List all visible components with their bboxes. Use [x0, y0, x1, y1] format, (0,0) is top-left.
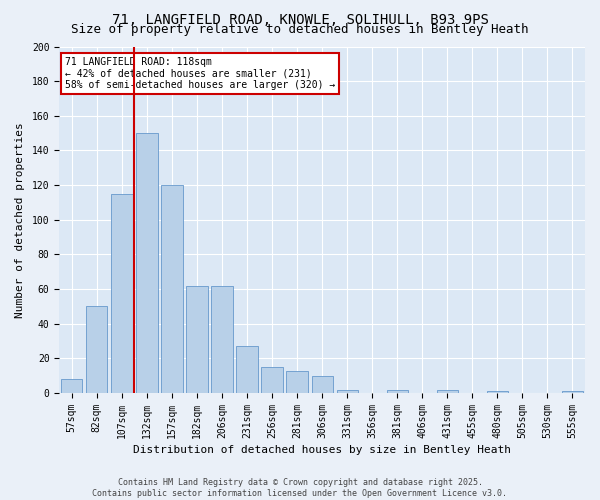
Bar [61, 379, 82, 393]
Bar [187, 286, 208, 393]
Bar [111, 194, 133, 393]
Bar [386, 390, 408, 393]
Bar [236, 346, 257, 393]
Text: 71 LANGFIELD ROAD: 118sqm
← 42% of detached houses are smaller (231)
58% of semi: 71 LANGFIELD ROAD: 118sqm ← 42% of detac… [65, 57, 335, 90]
Bar [311, 376, 333, 393]
Text: Contains HM Land Registry data © Crown copyright and database right 2025.
Contai: Contains HM Land Registry data © Crown c… [92, 478, 508, 498]
Bar [262, 367, 283, 393]
Bar [562, 392, 583, 393]
X-axis label: Distribution of detached houses by size in Bentley Heath: Distribution of detached houses by size … [133, 445, 511, 455]
Y-axis label: Number of detached properties: Number of detached properties [15, 122, 25, 318]
Text: Size of property relative to detached houses in Bentley Heath: Size of property relative to detached ho… [71, 22, 529, 36]
Bar [136, 133, 158, 393]
Bar [86, 306, 107, 393]
Bar [161, 185, 182, 393]
Bar [211, 286, 233, 393]
Bar [437, 390, 458, 393]
Bar [286, 370, 308, 393]
Bar [487, 392, 508, 393]
Text: 71, LANGFIELD ROAD, KNOWLE, SOLIHULL, B93 9PS: 71, LANGFIELD ROAD, KNOWLE, SOLIHULL, B9… [112, 12, 488, 26]
Bar [337, 390, 358, 393]
